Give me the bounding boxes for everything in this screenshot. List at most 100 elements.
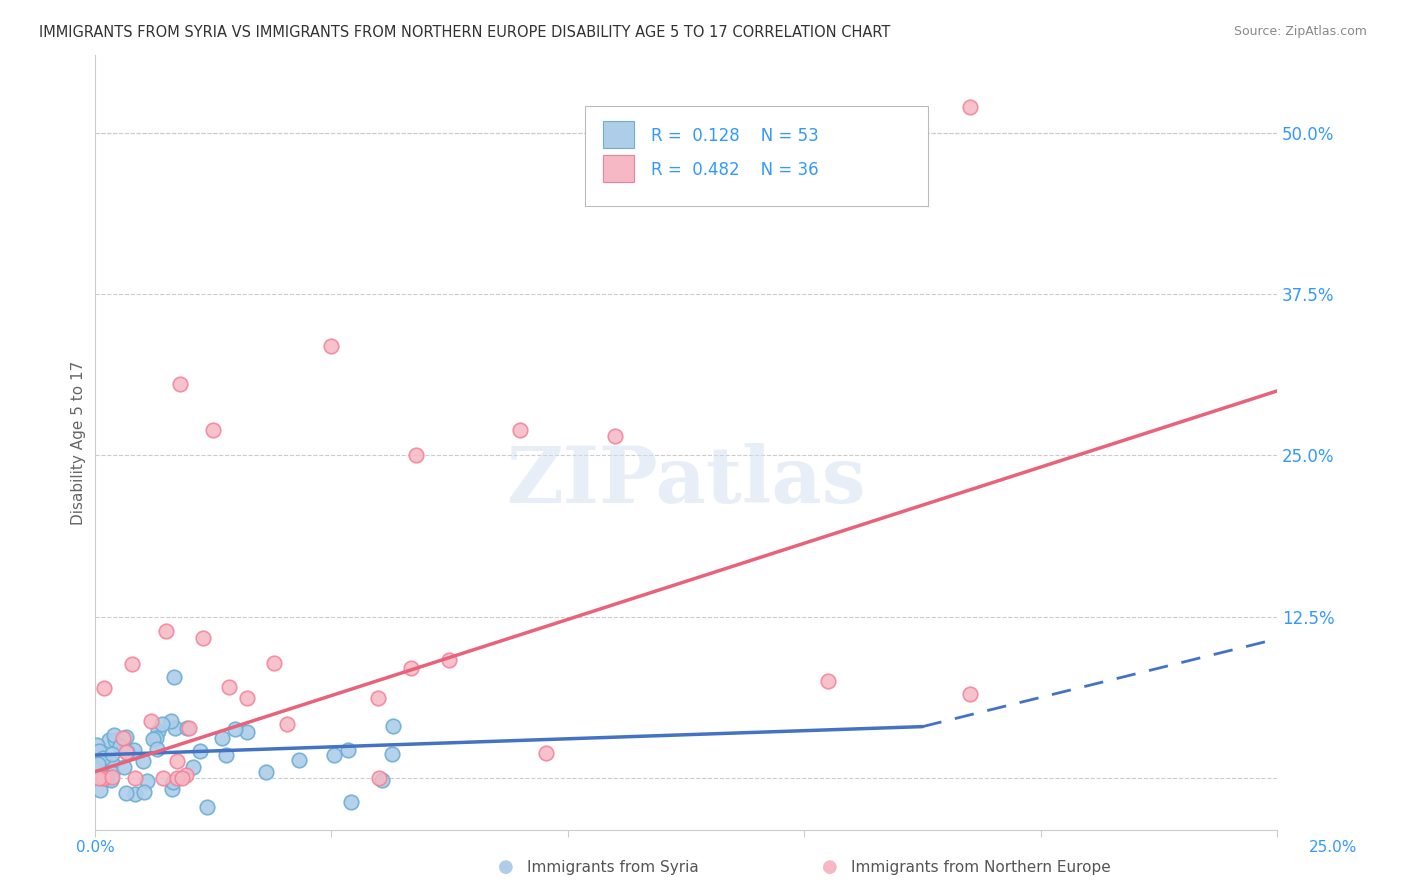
FancyBboxPatch shape bbox=[603, 155, 634, 182]
Point bbox=[439, 653, 461, 667]
Point bbox=[152, 771, 174, 785]
Point bbox=[160, 714, 183, 728]
Point bbox=[959, 687, 981, 701]
Point bbox=[321, 339, 343, 353]
Y-axis label: Disability Age 5 to 17: Disability Age 5 to 17 bbox=[72, 360, 86, 524]
Text: R =  0.482    N = 36: R = 0.482 N = 36 bbox=[651, 161, 818, 178]
Point bbox=[93, 681, 115, 695]
Point bbox=[817, 674, 839, 689]
Point bbox=[121, 657, 143, 672]
Point bbox=[603, 429, 626, 443]
Point bbox=[370, 772, 392, 787]
Point bbox=[89, 783, 111, 797]
FancyBboxPatch shape bbox=[603, 121, 634, 148]
Point bbox=[114, 745, 136, 759]
Point bbox=[163, 670, 186, 684]
Point bbox=[104, 733, 127, 747]
Point bbox=[263, 656, 285, 670]
Point bbox=[114, 730, 136, 744]
Point bbox=[112, 760, 135, 774]
Point bbox=[91, 771, 114, 785]
Point bbox=[124, 787, 146, 801]
Point bbox=[96, 772, 118, 787]
Point bbox=[254, 765, 277, 780]
Point bbox=[176, 721, 198, 735]
Point bbox=[94, 770, 117, 784]
Point bbox=[509, 423, 531, 437]
Point bbox=[101, 765, 124, 780]
Point bbox=[195, 799, 218, 814]
Point bbox=[336, 742, 359, 756]
Point bbox=[112, 731, 135, 745]
Point bbox=[122, 743, 145, 757]
Point bbox=[181, 760, 204, 774]
Point bbox=[114, 786, 136, 800]
Point bbox=[174, 768, 197, 782]
Point bbox=[108, 739, 131, 754]
Point bbox=[534, 746, 557, 760]
Point bbox=[322, 747, 344, 762]
Point bbox=[218, 680, 240, 694]
Point bbox=[172, 771, 194, 785]
Point bbox=[165, 721, 187, 735]
Point bbox=[236, 724, 259, 739]
Point bbox=[211, 731, 233, 745]
Point bbox=[89, 771, 111, 785]
Text: R =  0.128    N = 53: R = 0.128 N = 53 bbox=[651, 127, 818, 145]
Point bbox=[162, 781, 184, 796]
Point bbox=[93, 751, 115, 765]
Point bbox=[150, 717, 173, 731]
Point bbox=[368, 771, 391, 785]
Point bbox=[141, 714, 163, 728]
Text: Immigrants from Syria: Immigrants from Syria bbox=[527, 860, 699, 874]
Point bbox=[155, 624, 177, 638]
Point bbox=[98, 733, 121, 747]
Point bbox=[86, 756, 108, 771]
Point bbox=[166, 771, 188, 785]
Point bbox=[112, 731, 135, 746]
Point bbox=[188, 744, 211, 758]
Point bbox=[381, 747, 404, 761]
Point bbox=[124, 771, 146, 785]
Point bbox=[101, 756, 124, 770]
Point bbox=[132, 784, 155, 798]
FancyBboxPatch shape bbox=[585, 105, 928, 206]
Point bbox=[87, 744, 110, 758]
Text: 0.0%: 0.0% bbox=[76, 840, 115, 855]
Text: Source: ZipAtlas.com: Source: ZipAtlas.com bbox=[1233, 25, 1367, 38]
Point bbox=[399, 661, 422, 675]
Point bbox=[101, 747, 124, 761]
Point bbox=[115, 745, 138, 759]
Point bbox=[340, 795, 363, 809]
Point bbox=[382, 719, 405, 733]
Point bbox=[288, 753, 311, 767]
Point bbox=[367, 690, 389, 705]
Point bbox=[98, 764, 121, 778]
Point bbox=[142, 732, 165, 747]
Point bbox=[193, 631, 215, 645]
Point bbox=[146, 742, 169, 756]
Text: ●: ● bbox=[821, 858, 838, 876]
Point bbox=[235, 690, 257, 705]
Point bbox=[89, 761, 111, 775]
Point bbox=[214, 748, 236, 763]
Text: 25.0%: 25.0% bbox=[1309, 840, 1357, 855]
Point bbox=[166, 754, 188, 768]
Point bbox=[146, 723, 169, 738]
Point bbox=[959, 100, 981, 114]
Point bbox=[276, 717, 298, 731]
Point bbox=[103, 729, 125, 743]
Point bbox=[86, 738, 108, 752]
Point bbox=[224, 722, 246, 736]
Point bbox=[100, 772, 122, 787]
Text: IMMIGRANTS FROM SYRIA VS IMMIGRANTS FROM NORTHERN EUROPE DISABILITY AGE 5 TO 17 : IMMIGRANTS FROM SYRIA VS IMMIGRANTS FROM… bbox=[39, 25, 891, 40]
Point bbox=[145, 731, 167, 745]
Point bbox=[405, 449, 427, 463]
Point bbox=[162, 775, 184, 789]
Point bbox=[177, 721, 200, 735]
Point bbox=[169, 377, 191, 392]
Point bbox=[132, 754, 155, 768]
Point bbox=[201, 423, 224, 437]
Point bbox=[135, 773, 157, 788]
Text: ZIPatlas: ZIPatlas bbox=[506, 443, 866, 519]
